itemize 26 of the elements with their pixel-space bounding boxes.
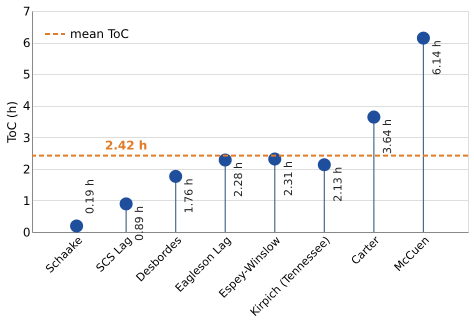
y-tick-label: 4 [22, 99, 30, 114]
y-tick-label: 3 [22, 130, 30, 145]
point [120, 197, 133, 210]
point [70, 219, 84, 233]
data-label: 6.14 h [430, 40, 444, 76]
legend-label: mean ToC [70, 27, 129, 41]
y-tick-label: 6 [22, 36, 30, 50]
point [268, 152, 282, 166]
y-tick-label: 1 [22, 194, 30, 208]
data-label: 0.19 h [84, 179, 97, 214]
y-tick-label: 5 [22, 68, 30, 82]
data-label: 2.28 h [232, 162, 246, 197]
data-label: 3.64 h [380, 119, 394, 154]
point [318, 158, 331, 172]
annotation: 2.42 h [104, 138, 148, 153]
point [218, 154, 232, 167]
y-tick-label: 2 [22, 162, 30, 176]
y-tick-label: 0 [22, 226, 30, 240]
y-tick-label: 7 [22, 4, 30, 18]
data-label: 2.13 h [331, 166, 344, 202]
point [169, 170, 182, 183]
point [367, 110, 380, 124]
point [416, 32, 430, 45]
y-axis-title: ToC (h) [4, 101, 19, 144]
data-label: 1.76 h [182, 178, 196, 214]
data-label: 2.31 h [282, 161, 295, 196]
